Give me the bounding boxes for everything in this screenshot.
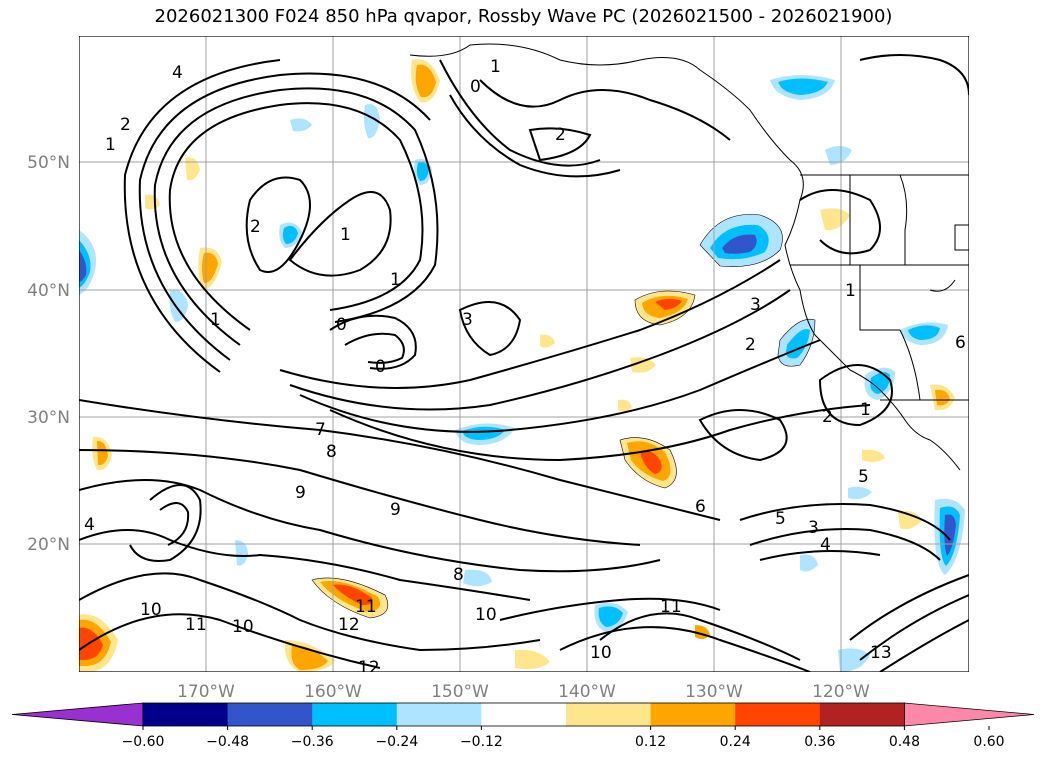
contour-label: 10 [232,617,254,637]
contour-label: 5 [775,509,786,529]
colorbar-extend-high [904,702,1035,727]
lon-label-120w: 120°W [812,682,870,702]
colorbar-tick-label: −0.12 [460,734,503,750]
colorbar-segment [650,703,736,726]
map-plot-area[interactable]: 1 2 4 0 1 2 2 1 1 1 0 0 3 3 2 1 2 5 3 4 … [79,36,969,678]
colorbar-segment [143,703,229,726]
colorbar-outline [142,702,905,727]
contour-label: 2 [555,125,566,145]
contour-label: 11 [660,597,682,617]
contour-label: 3 [808,518,819,538]
latitude-labels: 50°N 40°N 30°N 20°N [27,153,70,555]
colorbar-segment [396,703,482,726]
colorbar-segment [312,703,398,726]
contour-label: 1 [210,310,221,330]
contour-label: 11 [355,597,377,617]
colorbar-segment [566,703,652,726]
colorbar-tick-label: −0.36 [291,734,334,750]
contour-label: 1 [860,400,871,420]
lat-label-50n: 50°N [27,153,70,173]
contour-label: 4 [820,535,831,555]
lat-label-30n: 30°N [27,408,70,428]
lon-label-150w: 150°W [431,682,489,702]
contour-label: 0 [375,357,386,377]
colorbar-segment [227,703,313,726]
contour-label: 10 [590,643,612,663]
contour-label: 12 [338,615,360,635]
contour-label: 2 [745,335,756,355]
contour-labels: 1 2 4 0 1 2 2 1 1 1 0 0 3 3 2 1 2 5 3 4 … [84,57,966,678]
contour-label: 9 [295,483,306,503]
graticule [79,36,969,672]
colorbar: −0.60 −0.48 −0.36 −0.24 −0.12 0.12 0.24 0.36 0.4… [11,702,1035,750]
contour-label: 1 [390,270,401,290]
lon-label-130w: 130°W [685,682,743,702]
colorbar-segment [735,703,821,726]
contour-label: 7 [315,420,326,440]
lon-label-140w: 140°W [558,682,616,702]
contour-label: 1 [490,57,501,77]
contour-label: 1 [105,135,116,155]
contour-label: 1 [340,225,351,245]
colorbar-tick-label: 0.60 [973,734,1004,750]
anomaly-fills [79,59,965,672]
contour-label: 0 [336,315,347,335]
colorbar-tick-label: −0.24 [375,734,418,750]
contour-label: 4 [84,515,95,535]
lon-label-160w: 160°W [304,682,362,702]
contour-label: 3 [462,310,473,330]
colorbar-tick-label: −0.48 [206,734,249,750]
colorbar-tick-label: 0.48 [889,734,920,750]
contour-label: 10 [140,600,162,620]
contour-label: 4 [172,63,183,83]
contour-label: 2 [822,407,833,427]
contour-label: 6 [955,333,966,353]
colorbar-tick-label: 0.24 [720,734,751,750]
wave-contours [79,54,969,672]
contour-label: 6 [695,497,706,517]
lat-label-20n: 20°N [27,535,70,555]
longitude-labels: 170°W 160°W 150°W 140°W 130°W 120°W [177,682,870,702]
colorbar-extend-low [11,702,144,727]
colorbar-tick-label: 0.12 [635,734,666,750]
contour-label: 8 [453,565,464,585]
lon-label-170w: 170°W [177,682,235,702]
contour-label: 3 [750,295,761,315]
contour-label: 9 [390,500,401,520]
map-title: 2026021300 F024 850 hPa qvapor, Rossby W… [154,6,893,27]
contour-label: 2 [250,217,261,237]
contour-label: 1 [845,281,856,301]
contour-label: 8 [326,442,337,462]
contour-label: 12 [358,658,380,678]
colorbar-tick-label: −0.60 [122,734,165,750]
contour-label: 10 [475,605,497,625]
contour-label: 5 [858,467,869,487]
contour-label: 11 [185,615,207,635]
contour-label: 13 [870,643,892,663]
lat-label-40n: 40°N [27,281,70,301]
contour-label: 0 [470,77,481,97]
colorbar-segment [481,703,567,726]
anomaly-outlines [311,214,816,619]
contour-label: 2 [120,115,131,135]
colorbar-segment [819,703,905,726]
colorbar-tick-label: 0.36 [804,734,835,750]
